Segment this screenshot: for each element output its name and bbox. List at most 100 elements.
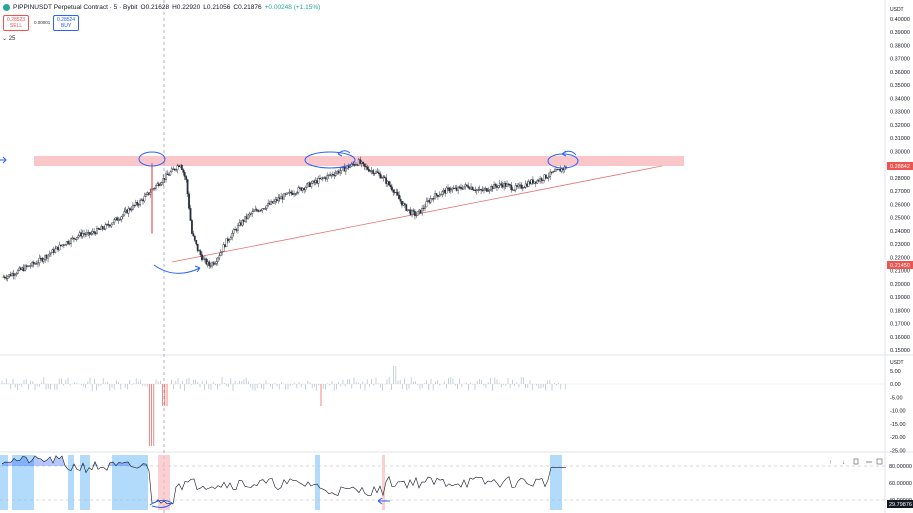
candle-body <box>271 201 274 204</box>
candle-body <box>198 250 201 252</box>
candle-body <box>260 209 262 211</box>
candle-body <box>106 223 108 225</box>
spread-value: 0.00001 <box>34 20 51 25</box>
candle-body <box>401 201 403 206</box>
price-tick-label: 0.18000 <box>890 308 910 314</box>
annotation-circle-top-1[interactable] <box>138 151 166 167</box>
candle-body <box>24 265 26 272</box>
arrow-down-icon[interactable]: ↓ <box>842 460 845 466</box>
candle-body <box>214 263 216 265</box>
candle-body <box>109 225 111 227</box>
sell-button[interactable]: 0.28523 SELL <box>3 15 30 31</box>
oscillator-tick-label: -20.00 <box>890 435 906 441</box>
oscillator-scale[interactable]: 5.00 0.00 -5.00 -10.00 -15.00 -20.00 -25.00 <box>890 369 906 455</box>
candle-body <box>514 185 517 191</box>
candle-body <box>9 274 12 277</box>
left-edge-arrow-icon <box>0 156 7 164</box>
candle-body <box>159 184 162 187</box>
close-value: C0.21876 <box>233 4 262 11</box>
candle-body <box>553 170 556 172</box>
candle-body <box>435 193 438 196</box>
candle-body <box>313 180 316 183</box>
candle-body <box>96 228 98 235</box>
candle-body <box>442 189 445 192</box>
candle-body <box>319 178 321 180</box>
candle-body <box>137 204 140 206</box>
candle-body <box>283 193 285 200</box>
candle-body <box>389 184 392 188</box>
rsi-highlight-band <box>68 455 74 510</box>
symbol-title[interactable]: PIPPINUSDT Perpetual Contract · 5 · Bybi… <box>13 4 138 11</box>
price-tick-label: 0.36000 <box>890 70 910 76</box>
price-scale[interactable]: 0.40000 0.39000 0.38000 0.37000 0.36000 0.350… <box>890 17 910 354</box>
candle-body <box>431 198 434 200</box>
annotation-circle-top-2[interactable] <box>304 151 356 169</box>
price-tick-label: 0.23000 <box>890 242 910 248</box>
candle-body <box>458 186 461 188</box>
candle-body <box>369 170 372 172</box>
candle-body <box>347 165 350 168</box>
candle-body <box>408 209 411 211</box>
arrow-up-icon[interactable]: ↑ <box>829 460 832 466</box>
candle-body <box>172 168 175 170</box>
candle-body <box>209 265 212 267</box>
candle-body <box>185 176 188 180</box>
candle-body <box>134 202 137 206</box>
candle-body <box>116 217 119 221</box>
candle-body <box>311 180 314 184</box>
candle-body <box>191 220 193 234</box>
candle-body <box>248 213 251 216</box>
candle-body <box>219 252 222 256</box>
candle-body <box>165 173 167 180</box>
candle-body <box>58 244 61 251</box>
candle-body <box>530 179 533 184</box>
candle-body <box>255 209 258 211</box>
candle-body <box>491 186 494 189</box>
candle-body <box>498 183 501 186</box>
candle-body <box>149 192 152 195</box>
candle-body <box>478 189 481 191</box>
candle-body <box>487 190 490 192</box>
indicator-toggle[interactable]: ⌄ 25 <box>2 35 15 42</box>
candle-body <box>117 219 120 221</box>
candle-body <box>50 252 52 255</box>
price-tick-label: 0.24000 <box>890 229 910 235</box>
candle-body <box>101 226 104 229</box>
oscillator-tick-label: -15.00 <box>890 422 906 428</box>
candle-body <box>157 183 160 187</box>
candle-body <box>278 197 281 200</box>
candle-body <box>428 200 431 203</box>
buy-button[interactable]: 0.28524 BUY <box>53 15 80 31</box>
candle-body <box>267 203 270 206</box>
candle-body <box>261 208 264 211</box>
candle-body <box>391 186 393 191</box>
price-tick-label: 0.35000 <box>890 83 910 89</box>
candle-body <box>232 229 235 234</box>
candle-body <box>409 209 412 215</box>
candle-body <box>547 176 550 178</box>
candle-body <box>136 202 139 205</box>
candle-body <box>28 265 31 267</box>
candle-body <box>359 159 362 164</box>
candle-body <box>437 195 439 197</box>
trash-icon[interactable] <box>853 458 859 465</box>
candle-body <box>314 180 317 183</box>
candle-body <box>281 196 284 200</box>
price-tick-label: 0.26000 <box>890 202 910 208</box>
candle-body <box>343 166 346 172</box>
candle-body <box>14 274 16 276</box>
rsi-area <box>2 455 149 466</box>
candle-body <box>467 185 470 188</box>
candle-body <box>306 183 308 188</box>
candle-body <box>170 168 173 173</box>
candle-body <box>540 178 543 181</box>
candle-body <box>153 187 156 189</box>
candle-body <box>451 187 454 190</box>
maximize-icon[interactable] <box>876 458 883 465</box>
candle-body <box>231 232 234 238</box>
candle-body <box>402 203 405 206</box>
candle-body <box>336 171 339 174</box>
candle-body <box>529 181 531 184</box>
